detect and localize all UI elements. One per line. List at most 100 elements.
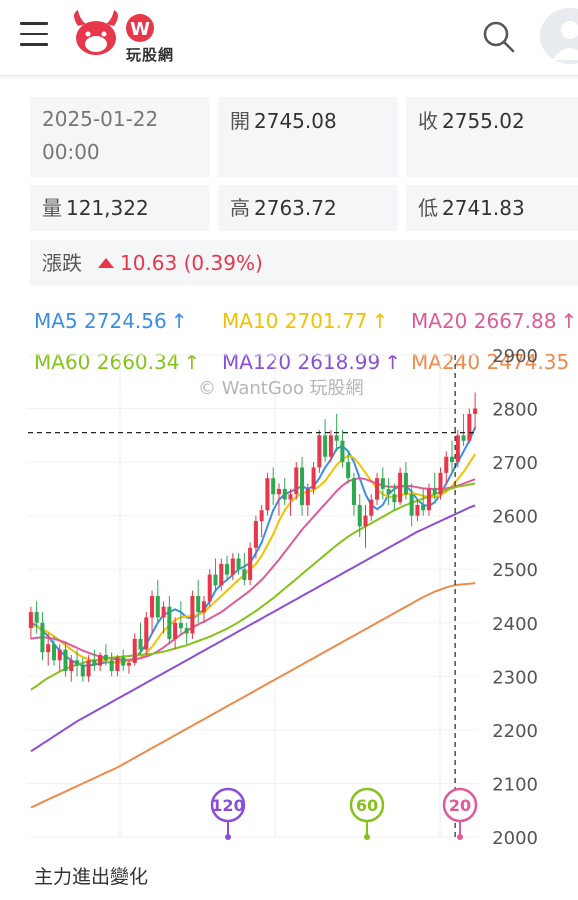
hamburger-menu-icon[interactable] xyxy=(20,22,48,46)
candle-body xyxy=(103,654,108,661)
high-label: 高 xyxy=(230,196,250,220)
candle-body xyxy=(69,660,74,671)
candle-body xyxy=(438,472,443,495)
candle-body xyxy=(317,435,322,468)
y-tick-label: 2900 xyxy=(492,346,538,367)
candle-body xyxy=(415,504,420,516)
open-label: 開 xyxy=(230,109,250,133)
candle-body xyxy=(421,504,426,511)
candle-body xyxy=(271,478,276,495)
candle-body xyxy=(173,622,178,639)
ma60-up-arrow-icon: ↑ xyxy=(183,350,201,374)
candle-body xyxy=(461,435,466,441)
close-label: 收 xyxy=(418,109,438,133)
candle-body xyxy=(196,596,201,613)
candle-body xyxy=(259,510,264,522)
candle-body xyxy=(34,612,39,623)
candle-body xyxy=(86,660,91,677)
user-avatar-icon[interactable] xyxy=(540,8,578,64)
y-tick-label: 2500 xyxy=(492,560,538,581)
candle-body xyxy=(276,488,281,495)
candle-body xyxy=(144,617,149,650)
candle-body xyxy=(450,456,455,463)
ma-marker-label: 60 xyxy=(356,796,378,815)
candlestick-chart[interactable]: 2000 2100 2200 2300 2400 2500 2600 2700 2800 2900… xyxy=(0,340,578,850)
ma-marker-dot xyxy=(364,834,370,840)
candle-body xyxy=(242,569,247,580)
candle-body xyxy=(294,467,299,495)
candle-body xyxy=(178,622,183,629)
candle-body xyxy=(403,472,408,495)
ma240-value: 2474.35 xyxy=(486,350,570,374)
ma120-value: 2618.99 xyxy=(297,350,381,374)
candle-body xyxy=(28,612,33,629)
candle-body xyxy=(455,435,460,463)
ma-marker-dot xyxy=(225,834,231,840)
quote-datetime: 2025-01-22 00:00 xyxy=(30,97,210,177)
candle-body xyxy=(288,494,293,500)
ma60-label: MA60 xyxy=(34,350,91,374)
candle-body xyxy=(155,596,160,618)
candle-body xyxy=(201,601,206,613)
candle-body xyxy=(357,504,362,527)
svg-text:W: W xyxy=(130,19,150,40)
ma-marker-label: 120 xyxy=(211,796,244,815)
logo-text: 玩股網 xyxy=(126,46,175,64)
y-tick-label: 2700 xyxy=(492,453,538,474)
y-tick-label: 2300 xyxy=(492,667,538,688)
low-value: 2741.83 xyxy=(442,196,525,220)
ma120-label: MA120 xyxy=(222,350,292,374)
candle-body xyxy=(473,408,478,414)
candle-body xyxy=(167,606,172,639)
close-price-cell: 收 2755.02 xyxy=(406,97,578,177)
ma-marker-label: 20 xyxy=(449,796,471,815)
candle-body xyxy=(334,435,339,441)
ma-marker-60 xyxy=(349,787,385,823)
candle-body xyxy=(51,644,56,661)
candle-body xyxy=(75,660,80,666)
price-change-row: 漲跌 10.63 (0.39%) xyxy=(30,240,578,286)
candle-body xyxy=(351,478,356,505)
candle-body xyxy=(207,574,212,602)
open-value: 2745.08 xyxy=(254,109,337,133)
candle-body xyxy=(40,622,45,653)
volume-label: 量 xyxy=(42,196,62,220)
y-tick-label: 2000 xyxy=(492,828,538,849)
ma240-legend: MA240 2474.35 xyxy=(411,350,569,374)
candle-body xyxy=(161,606,166,618)
candle-body xyxy=(225,563,230,575)
ma20-label: MA20 xyxy=(411,309,468,333)
ma5-label: MA5 xyxy=(34,309,78,333)
candle-body xyxy=(432,488,437,495)
candle-body xyxy=(219,563,224,586)
ma5-value: 2724.56 xyxy=(84,309,167,333)
ma-marker-120 xyxy=(210,787,246,823)
candle-body xyxy=(340,440,345,463)
ma10-label: MA10 xyxy=(222,309,279,333)
candle-body xyxy=(248,547,253,580)
candle-body xyxy=(109,660,114,671)
candle-body xyxy=(98,654,103,666)
candle-body xyxy=(92,660,97,666)
ma60-value: 2660.34 xyxy=(96,350,180,374)
candle-body xyxy=(80,665,85,677)
change-value: 10.63 (0.39%) xyxy=(120,251,263,275)
candle-body xyxy=(386,488,391,495)
ma5-up-arrow-icon: ↑ xyxy=(170,309,188,333)
up-triangle-icon xyxy=(98,258,114,268)
ma240-label: MA240 xyxy=(411,350,481,374)
quote-time: 00:00 xyxy=(42,140,100,164)
ma-line-ma240 xyxy=(30,582,476,809)
wantgoo-logo[interactable]: W 玩股網 xyxy=(68,8,188,68)
ma10-legend: MA10 2701.77 ↑ xyxy=(222,309,388,333)
search-icon[interactable] xyxy=(482,20,516,54)
candle-body xyxy=(311,467,316,489)
ma20-up-arrow-icon: ↑ xyxy=(560,309,578,333)
candle-body xyxy=(305,488,310,505)
ma5-legend: MA5 2724.56 ↑ xyxy=(34,309,188,333)
watermark: © WantGoo 玩股網 xyxy=(198,378,364,399)
candle-body xyxy=(300,467,305,505)
quote-date: 2025-01-22 xyxy=(42,107,159,131)
low-label: 低 xyxy=(418,196,438,220)
candle-body xyxy=(328,435,333,457)
